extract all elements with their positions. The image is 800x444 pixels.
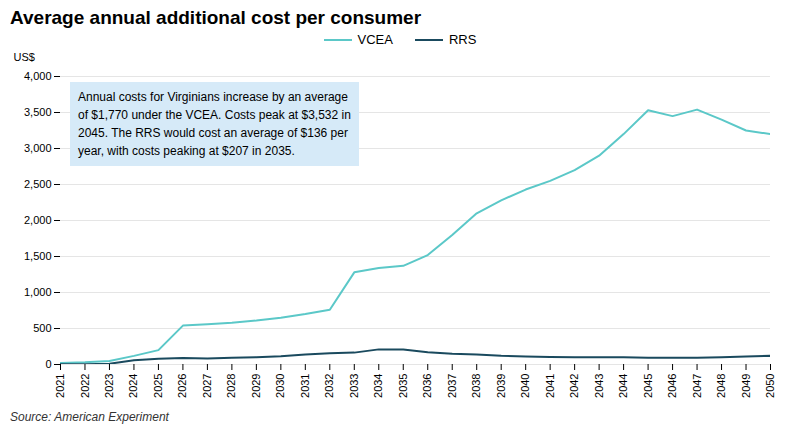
html-text:VCEA: VCEA: [357, 32, 393, 47]
svg-text:2046: 2046: [666, 374, 678, 398]
svg-text:2029: 2029: [250, 374, 262, 398]
html-text:Average annual additional cost: Average annual additional cost per consu…: [10, 7, 422, 28]
svg-text:2031: 2031: [299, 374, 311, 398]
svg-text:2044: 2044: [617, 374, 629, 398]
html-text:of $1,770 under the VCEA. Cost: of $1,770 under the VCEA. Costs peak at …: [78, 108, 351, 122]
svg-text:2,500: 2,500: [24, 178, 52, 190]
html-text:2045. The RRS would cost an av: 2045. The RRS would cost an average of $…: [78, 126, 348, 140]
html-text:year, with costs peaking at $2: year, with costs peaking at $207 in 2035…: [78, 144, 295, 158]
html-text:Source: American Experiment: Source: American Experiment: [10, 410, 169, 424]
svg-text:2037: 2037: [446, 374, 458, 398]
svg-text:2049: 2049: [740, 374, 752, 398]
svg-text:2041: 2041: [544, 374, 556, 398]
svg-text:2034: 2034: [372, 374, 384, 398]
svg-text:2043: 2043: [593, 374, 605, 398]
svg-text:3,000: 3,000: [24, 142, 52, 154]
svg-text:0: 0: [45, 358, 51, 370]
svg-text:500: 500: [33, 322, 51, 334]
svg-text:2028: 2028: [225, 374, 237, 398]
svg-text:2045: 2045: [642, 374, 654, 398]
svg-text:1,000: 1,000: [24, 286, 52, 298]
svg-text:1,500: 1,500: [24, 250, 52, 262]
svg-text:2039: 2039: [495, 374, 507, 398]
svg-text:2035: 2035: [397, 374, 409, 398]
svg-text:2,000: 2,000: [24, 214, 52, 226]
svg-text:2042: 2042: [568, 374, 580, 398]
svg-text:2048: 2048: [715, 374, 727, 398]
svg-text:2030: 2030: [274, 374, 286, 398]
html-text:Annual costs for Virginians in: Annual costs for Virginians increase by …: [78, 90, 348, 104]
svg-text:2033: 2033: [348, 374, 360, 398]
svg-text:2022: 2022: [79, 374, 91, 398]
svg-text:2023: 2023: [103, 374, 115, 398]
svg-text:2027: 2027: [201, 374, 213, 398]
svg-text:2038: 2038: [470, 374, 482, 398]
svg-text:2024: 2024: [127, 374, 139, 398]
svg-text:2050: 2050: [764, 374, 776, 398]
svg-text:US$: US$: [14, 51, 35, 63]
svg-text:2026: 2026: [176, 374, 188, 398]
svg-text:2021: 2021: [54, 374, 66, 398]
svg-text:2036: 2036: [421, 374, 433, 398]
svg-text:4,000: 4,000: [24, 70, 52, 82]
svg-text:2025: 2025: [152, 374, 164, 398]
svg-text:2040: 2040: [519, 374, 531, 398]
html-text:RRS: RRS: [449, 32, 477, 47]
svg-text:2047: 2047: [691, 374, 703, 398]
svg-text:2032: 2032: [323, 374, 335, 398]
svg-text:3,500: 3,500: [24, 106, 52, 118]
